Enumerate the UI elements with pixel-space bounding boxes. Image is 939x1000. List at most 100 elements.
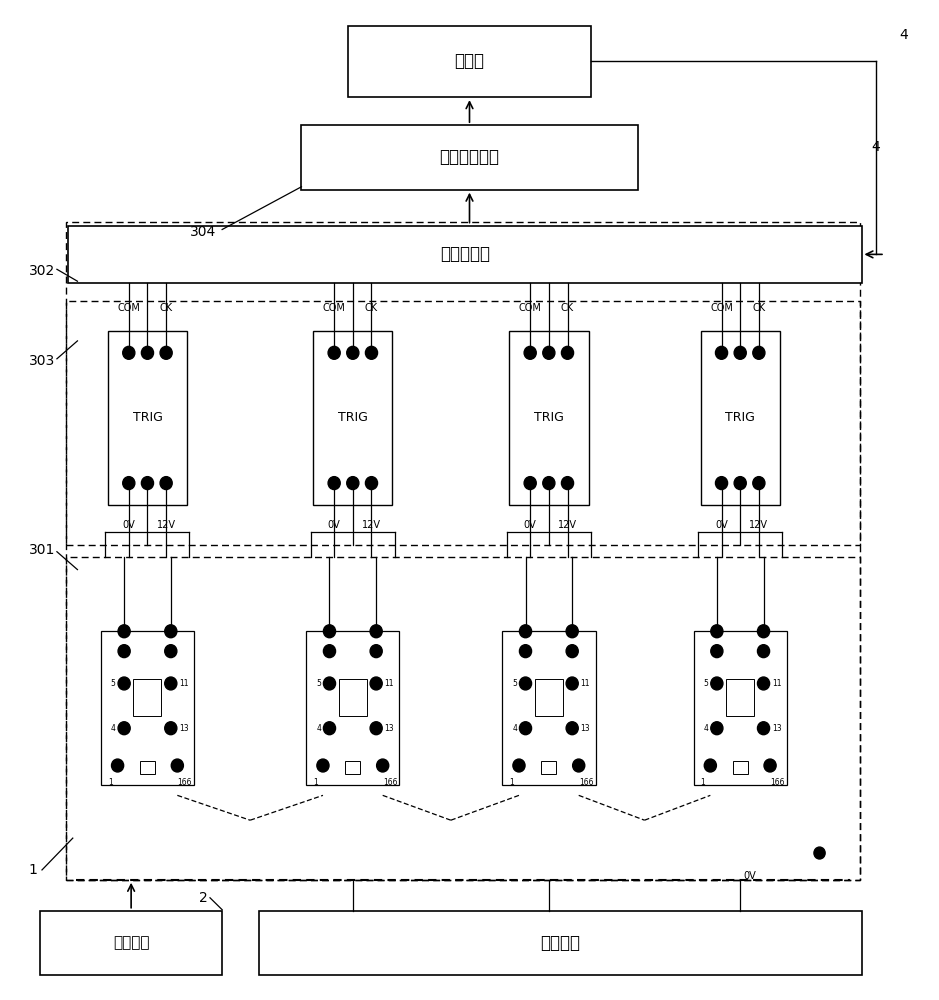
Circle shape [164,722,177,735]
Text: 166: 166 [177,778,192,787]
Circle shape [543,477,555,490]
Text: 11: 11 [179,679,189,688]
Circle shape [123,346,135,359]
Circle shape [164,625,177,638]
Text: 4: 4 [513,724,517,733]
Circle shape [519,677,531,690]
Circle shape [377,759,389,772]
Circle shape [566,645,578,658]
Circle shape [118,677,131,690]
Circle shape [711,625,723,638]
Circle shape [513,759,525,772]
Text: 能源装置: 能源装置 [113,936,149,951]
Circle shape [370,625,382,638]
Text: 301: 301 [29,543,55,557]
Circle shape [562,346,574,359]
Text: 8: 8 [122,629,127,638]
Circle shape [566,722,578,735]
Circle shape [142,346,154,359]
Circle shape [573,759,585,772]
Text: 存储装置: 存储装置 [541,934,580,952]
Circle shape [365,346,377,359]
Text: 303: 303 [29,354,55,368]
Bar [700,331,780,505]
Text: 4: 4 [703,724,708,733]
Text: 302: 302 [29,264,55,278]
Circle shape [716,346,728,359]
Text: 8: 8 [523,629,528,638]
Bar [732,761,747,774]
Bar [108,331,187,505]
Circle shape [704,759,716,772]
Circle shape [323,677,335,690]
Text: 9: 9 [168,629,173,638]
Text: COM: COM [323,303,346,313]
Circle shape [370,645,382,658]
Circle shape [758,645,770,658]
Circle shape [118,645,131,658]
Text: 5: 5 [316,679,321,688]
Bar [726,679,754,716]
Text: 13: 13 [385,724,394,733]
Bar [313,331,393,505]
Text: COM: COM [117,303,140,313]
Circle shape [753,477,765,490]
Circle shape [519,722,531,735]
Circle shape [519,625,531,638]
Text: 1: 1 [29,863,38,877]
Text: 13: 13 [772,724,781,733]
Circle shape [753,346,765,359]
Text: CK: CK [561,303,574,313]
Circle shape [543,346,555,359]
Text: CK: CK [752,303,765,313]
Bar [133,679,162,716]
Circle shape [562,477,574,490]
Circle shape [118,625,131,638]
Text: 5: 5 [111,679,115,688]
Circle shape [164,645,177,658]
Circle shape [566,625,578,638]
Text: 12V: 12V [362,520,381,530]
Text: 11: 11 [580,679,590,688]
Circle shape [711,722,723,735]
Text: 8: 8 [327,629,331,638]
Text: TRIG: TRIG [725,411,755,424]
Text: CK: CK [365,303,378,313]
Text: 304: 304 [190,225,216,238]
Circle shape [524,477,536,490]
Circle shape [328,346,340,359]
Bar [306,631,399,785]
Text: 2: 2 [199,891,208,905]
Circle shape [164,677,177,690]
Bar [348,26,591,97]
Circle shape [160,346,172,359]
Circle shape [716,477,728,490]
Text: 1: 1 [700,778,705,787]
Text: 0V: 0V [716,520,728,530]
Text: 8: 8 [715,629,719,638]
Bar [502,631,595,785]
Circle shape [370,722,382,735]
Circle shape [112,759,124,772]
Text: 166: 166 [770,778,785,787]
Circle shape [734,346,747,359]
Circle shape [118,722,131,735]
Text: 上位机: 上位机 [454,52,485,70]
Bar [140,761,155,774]
Bar [301,125,638,190]
Bar [40,911,223,975]
Bar [67,301,860,545]
Text: 1: 1 [313,778,318,787]
Circle shape [764,759,777,772]
Circle shape [123,477,135,490]
Text: 4: 4 [899,28,908,42]
Text: COM: COM [710,303,733,313]
Circle shape [711,645,723,658]
Bar [67,222,860,880]
Circle shape [328,477,340,490]
Circle shape [160,477,172,490]
Text: 12V: 12V [157,520,176,530]
Text: 11: 11 [772,679,781,688]
Circle shape [566,677,578,690]
Text: 9: 9 [374,629,378,638]
